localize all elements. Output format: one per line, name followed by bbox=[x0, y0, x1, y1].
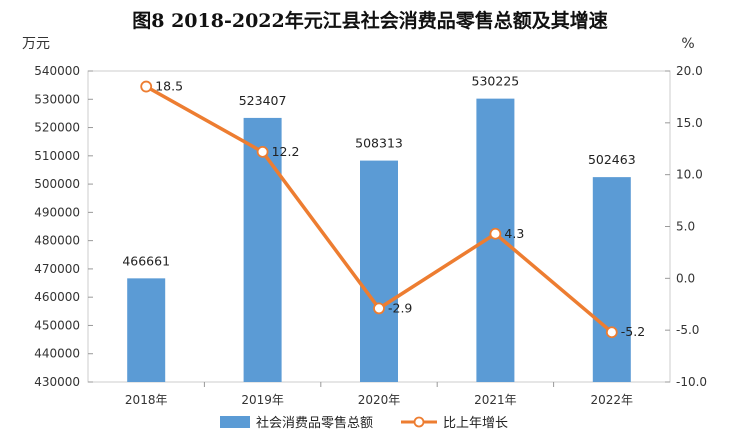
x-axis: 2018年 2019年 2020年 2021年 2022年 bbox=[125, 382, 633, 407]
growth-data-label: 4.3 bbox=[504, 226, 524, 241]
left-tick-label: 530000 bbox=[34, 92, 80, 106]
left-tick-label: 540000 bbox=[34, 64, 80, 78]
bar-series bbox=[127, 98, 631, 382]
legend-line-label: 比上年增长 bbox=[443, 416, 508, 431]
growth-marker bbox=[605, 326, 618, 339]
right-tick-label: 15.0 bbox=[676, 116, 703, 130]
left-tick-label: 440000 bbox=[34, 347, 80, 361]
legend-line-marker bbox=[413, 416, 425, 428]
x-tick-label: 2021年 bbox=[474, 393, 517, 407]
bar bbox=[127, 278, 166, 382]
right-tick-label: -5.0 bbox=[676, 323, 699, 337]
right-tick-label: 20.0 bbox=[676, 64, 703, 78]
growth-marker bbox=[140, 80, 153, 93]
left-tick-label: 490000 bbox=[34, 205, 80, 219]
left-axis-unit: 万元 bbox=[22, 36, 50, 52]
bar-data-label: 508313 bbox=[355, 136, 403, 151]
left-tick-label: 450000 bbox=[34, 318, 80, 332]
x-tick-label: 2019年 bbox=[241, 393, 284, 407]
bar bbox=[243, 117, 282, 382]
line-data-labels: 18.5 12.2 -2.9 4.3 -5.2 bbox=[155, 79, 645, 340]
bar-data-labels: 466661 523407 508313 530225 502463 bbox=[122, 74, 635, 269]
legend: 社会消费品零售总额 比上年增长 bbox=[220, 415, 508, 431]
bar-data-label: 523407 bbox=[239, 93, 287, 108]
left-tick-label: 430000 bbox=[34, 375, 80, 389]
right-axis-unit: % bbox=[681, 36, 694, 52]
left-tick-label: 500000 bbox=[34, 177, 80, 191]
left-axis: 430000 440000 450000 460000 470000 480000 4900… bbox=[34, 64, 93, 389]
left-tick-label: 470000 bbox=[34, 262, 80, 276]
bar-data-label: 466661 bbox=[122, 253, 170, 268]
bar bbox=[592, 177, 631, 382]
x-tick-label: 2020年 bbox=[358, 393, 401, 407]
bar bbox=[360, 160, 398, 382]
growth-marker bbox=[256, 145, 269, 158]
right-tick-label: -10.0 bbox=[676, 375, 707, 389]
growth-data-label: 12.2 bbox=[272, 144, 300, 159]
growth-data-label: 18.5 bbox=[155, 79, 183, 94]
right-axis: -10.0 -5.0 0.0 5.0 10.0 15.0 20.0 bbox=[665, 64, 707, 389]
bar-data-label: 502463 bbox=[588, 152, 636, 167]
growth-marker bbox=[489, 227, 502, 240]
growth-marker bbox=[373, 302, 385, 315]
x-tick-label: 2018年 bbox=[125, 393, 168, 407]
legend-bar-label: 社会消费品零售总额 bbox=[256, 415, 373, 431]
chart-title: 图8 2018-2022年元江县社会消费品零售总额及其增速 bbox=[132, 9, 607, 32]
right-tick-label: 10.0 bbox=[676, 168, 703, 182]
bar-data-label: 530225 bbox=[472, 74, 520, 89]
line-series bbox=[140, 80, 618, 339]
left-tick-label: 460000 bbox=[34, 290, 80, 304]
left-tick-label: 510000 bbox=[34, 149, 80, 163]
growth-data-label: -5.2 bbox=[621, 324, 645, 339]
x-tick-label: 2022年 bbox=[591, 393, 634, 407]
right-tick-label: 5.0 bbox=[676, 220, 695, 234]
growth-data-label: -2.9 bbox=[388, 300, 412, 315]
legend-bar-swatch bbox=[220, 416, 250, 428]
right-tick-label: 0.0 bbox=[676, 271, 695, 285]
left-tick-label: 520000 bbox=[34, 121, 80, 135]
left-tick-label: 480000 bbox=[34, 234, 80, 248]
